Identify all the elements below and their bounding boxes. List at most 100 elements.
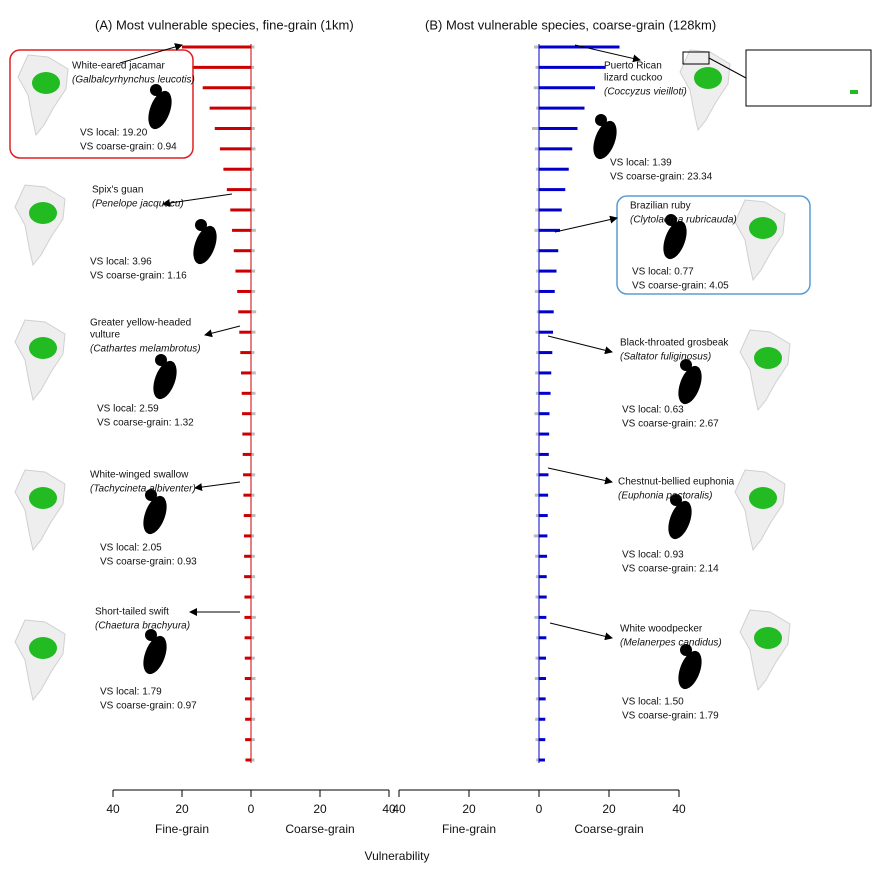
- range-map: [679, 49, 731, 132]
- map-land: [734, 469, 786, 552]
- bar: [539, 412, 550, 416]
- map-land: [14, 319, 66, 402]
- bar: [535, 656, 539, 660]
- map-range: [29, 487, 57, 509]
- x-axis-label: Coarse-grain: [285, 822, 354, 836]
- x-tick-label: 40: [392, 802, 406, 816]
- bar: [243, 473, 251, 477]
- bar: [535, 514, 539, 518]
- map-land: [679, 49, 731, 132]
- vs-local: VS local: 2.59: [97, 404, 159, 415]
- bar: [536, 473, 539, 477]
- bar: [232, 228, 251, 232]
- x-tick-label: 20: [175, 802, 189, 816]
- species-name: White woodpecker: [620, 624, 703, 635]
- vs-coarse: VS coarse-grain: 4.05: [632, 281, 729, 292]
- bird-head: [155, 354, 167, 366]
- bar: [535, 554, 539, 558]
- bar: [233, 249, 251, 253]
- inset-range: [850, 90, 858, 94]
- bar: [251, 310, 257, 314]
- bar: [242, 412, 251, 416]
- bar: [182, 45, 251, 49]
- species-latin: (Melanerpes candidus): [620, 638, 722, 649]
- map-range: [754, 347, 782, 369]
- vs-coarse: VS coarse-grain: 1.16: [90, 271, 187, 282]
- species-name: Chestnut-bellied euphonia: [618, 477, 735, 488]
- vs-local: VS local: 3.96: [90, 257, 152, 268]
- bar: [244, 615, 251, 619]
- bar: [243, 514, 251, 518]
- callout-arrow: [549, 622, 613, 641]
- callout-arrow: [204, 325, 241, 338]
- bar: [534, 45, 539, 49]
- vs-coarse: VS coarse-grain: 1.32: [97, 418, 194, 429]
- vs-local: VS local: 1.50: [622, 697, 684, 708]
- bar: [539, 554, 548, 558]
- bar: [539, 473, 549, 477]
- species-name: Spix's guan: [92, 185, 143, 196]
- bar: [535, 208, 539, 212]
- bar: [251, 514, 256, 518]
- bar: [251, 575, 256, 579]
- bar: [244, 554, 251, 558]
- species-latin: (Penelope jacquacu): [92, 199, 184, 210]
- bird-body: [678, 365, 702, 405]
- bar: [251, 330, 256, 334]
- species-name: White-winged swallow: [90, 470, 189, 481]
- bird-head: [665, 214, 677, 226]
- bar: [251, 554, 255, 558]
- bar: [251, 249, 255, 253]
- bar: [535, 371, 539, 375]
- bar: [535, 391, 539, 395]
- bar: [539, 86, 595, 90]
- vs-local: VS local: 0.93: [622, 550, 684, 561]
- x-tick-label: 40: [672, 802, 686, 816]
- range-map: [739, 329, 791, 412]
- species-latin: (Saltator fuliginosus): [620, 352, 711, 363]
- bar: [244, 575, 251, 579]
- bar: [251, 697, 255, 701]
- bar: [539, 432, 550, 436]
- callout-arrow: [574, 44, 641, 63]
- bird-body: [593, 120, 617, 160]
- species-latin: (Clytolaema rubricauda): [630, 215, 737, 226]
- bar: [534, 615, 539, 619]
- vs-local: VS local: 2.05: [100, 543, 162, 554]
- bar: [251, 738, 255, 742]
- callout-arrow: [162, 193, 233, 207]
- vs-coarse: VS coarse-grain: 23.34: [610, 172, 713, 183]
- bar: [539, 677, 546, 681]
- callout-arrow: [554, 215, 618, 233]
- bar: [539, 269, 557, 273]
- bar: [539, 493, 549, 497]
- callout-arrow: [119, 43, 183, 64]
- bar: [244, 636, 251, 640]
- vs-coarse: VS coarse-grain: 2.14: [622, 564, 719, 575]
- bar: [539, 575, 547, 579]
- map-range: [32, 72, 60, 94]
- map-range: [29, 637, 57, 659]
- bar: [244, 595, 251, 599]
- bar: [534, 228, 539, 232]
- bar: [535, 697, 539, 701]
- bar: [244, 656, 251, 660]
- highlight-box: [616, 195, 811, 295]
- bar: [251, 717, 256, 721]
- map-land: [739, 329, 791, 412]
- vs-coarse: VS coarse-grain: 0.97: [100, 701, 197, 712]
- bar: [202, 86, 251, 90]
- map-land: [14, 184, 66, 267]
- species-name: vulture: [90, 330, 120, 341]
- range-map: [739, 609, 791, 692]
- bar: [251, 493, 255, 497]
- bar: [251, 371, 256, 375]
- bar: [534, 412, 539, 416]
- bird-body: [148, 90, 172, 130]
- species-latin: (Chaetura brachyura): [95, 621, 190, 632]
- bar: [534, 289, 539, 293]
- bird-head: [670, 494, 682, 506]
- bird-head: [680, 644, 692, 656]
- callout-arrow: [194, 481, 241, 492]
- bar: [539, 371, 552, 375]
